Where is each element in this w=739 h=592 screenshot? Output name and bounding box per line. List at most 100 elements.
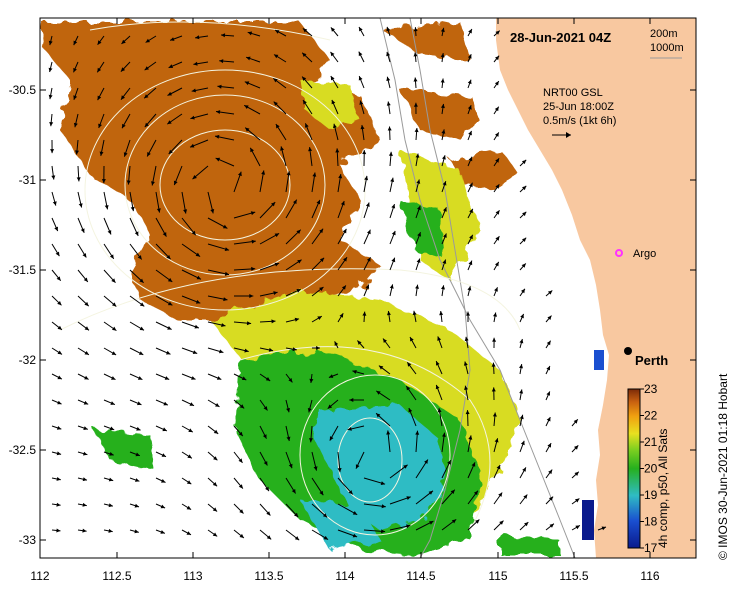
lon-tick-label: 114 <box>335 569 354 583</box>
velocity-arrow-head <box>313 466 318 471</box>
lat-tick-label: -31 <box>19 173 37 187</box>
velocity-arrow-head <box>75 150 79 155</box>
velocity-arrow-head <box>135 478 140 482</box>
velocity-arrow-head <box>547 315 552 320</box>
velocity-arrow-head <box>288 378 293 383</box>
velocity-arrow-head <box>339 313 344 318</box>
velocity-arrow-head <box>183 209 188 214</box>
velocity-arrow-head <box>57 400 62 405</box>
velocity-arrow-head <box>574 445 579 450</box>
velocity-arrow-head <box>99 151 104 156</box>
velocity-arrow-head <box>261 170 266 175</box>
lon-tick-label: 112 <box>30 569 49 583</box>
velocity-arrow-head <box>347 426 352 431</box>
velocity-arrow-head <box>330 76 335 81</box>
velocity-arrow-head <box>464 336 469 342</box>
velocity-arrow-head <box>386 26 391 32</box>
velocity-scale: 0.5m/s (1kt 6h) <box>543 115 616 127</box>
velocity-arrow-head <box>441 129 446 134</box>
velocity-source: NRT00 GSL <box>543 87 603 99</box>
velocity-arrow-head <box>191 88 196 93</box>
velocity-arrow-head <box>84 301 89 307</box>
velocity-arrow-head <box>468 260 473 266</box>
velocity-arrow-head <box>330 51 335 57</box>
velocity-arrow-head <box>73 67 77 73</box>
velocity-arrow-head <box>440 27 445 33</box>
velocity-arrow-head <box>82 528 87 533</box>
velocity-arrow-head <box>601 526 606 531</box>
velocity-arrow-head <box>212 507 218 512</box>
credit-label: © IMOS 30-Jun-2021 01:18 Hobart <box>716 373 730 560</box>
velocity-arrow-head <box>80 228 85 233</box>
velocity-arrow-head <box>139 326 144 331</box>
velocity-arrow-head <box>307 408 312 413</box>
velocity-arrow-head <box>495 210 500 215</box>
velocity-arrow-head <box>352 370 357 374</box>
velocity-arrow-head <box>250 147 254 153</box>
velocity-arrow-head <box>82 477 87 482</box>
sst-warm-region <box>42 22 520 320</box>
velocity-arrow-head <box>109 426 115 431</box>
velocity-arrow-head <box>56 426 62 430</box>
velocity-arrow-head <box>265 377 271 381</box>
velocity-arrow-head <box>574 471 579 476</box>
velocity-arrow-head <box>56 502 61 507</box>
velocity-arrow-head <box>416 258 421 263</box>
argo-marker[interactable] <box>615 249 623 257</box>
velocity-arrow-head <box>546 340 551 346</box>
velocity-arrow-head <box>521 288 525 294</box>
velocity-arrow-head <box>548 496 554 501</box>
velocity-arrow-head <box>162 427 167 432</box>
perth-marker[interactable] <box>624 347 632 355</box>
velocity-arrow-head <box>546 391 550 396</box>
velocity-arrow-head <box>196 275 201 280</box>
velocity-arrow-head <box>48 94 53 100</box>
velocity-arrow-head <box>55 251 60 257</box>
velocity-arrow-head <box>437 336 442 341</box>
velocity-arrow-head <box>238 458 243 463</box>
velocity-arrow-head <box>355 464 360 469</box>
sst-cold-spot <box>594 350 604 370</box>
velocity-arrow-head <box>391 230 396 236</box>
velocity-arrow-head <box>575 525 580 530</box>
velocity-arrow-head <box>519 339 524 344</box>
velocity-arrow-head <box>522 467 526 472</box>
velocity-arrow-head <box>381 504 386 509</box>
velocity-arrow-head <box>359 100 364 105</box>
velocity-arrow-head <box>134 231 139 236</box>
velocity-arrow-head <box>390 177 395 182</box>
velocity-arrow-head <box>302 28 308 33</box>
sst-cool-region <box>300 405 445 550</box>
velocity-arrow-head <box>212 482 218 487</box>
velocity-arrow-head <box>468 130 472 136</box>
velocity-arrow-head <box>82 502 87 507</box>
colorbar-tick-label: 21 <box>644 435 658 449</box>
velocity-arrow-head <box>331 99 336 105</box>
velocity-arrow-head <box>387 311 391 316</box>
colorbar-tick-label: 18 <box>644 515 658 529</box>
velocity-arrow-head <box>494 81 499 86</box>
velocity-arrow-head <box>195 35 200 40</box>
velocity-arrow-head <box>440 53 445 58</box>
velocity-arrow-head <box>144 122 149 128</box>
colorbar <box>627 388 641 549</box>
velocity-arrow-head <box>51 175 56 180</box>
velocity-arrow-head <box>186 480 192 485</box>
velocity-arrow-head <box>440 103 445 109</box>
velocity-arrow-head <box>386 76 391 81</box>
velocity-arrow-head <box>73 40 78 46</box>
velocity-arrow-head <box>376 390 381 395</box>
velocity-arrow-head <box>493 312 497 317</box>
argo-label: Argo <box>633 248 656 260</box>
velocity-arrow-head <box>274 54 279 59</box>
velocity-arrow-head <box>495 55 500 61</box>
velocity-arrow-head <box>357 340 362 345</box>
velocity-arrow-head <box>246 56 251 61</box>
velocity-arrow-head <box>274 233 280 238</box>
perth-label: Perth <box>635 353 668 368</box>
velocity-arrow-head <box>292 347 297 352</box>
velocity-arrow-head <box>147 152 151 157</box>
velocity-arrow-head <box>219 59 224 64</box>
velocity-arrow-head <box>170 37 175 41</box>
velocity-arrow-head <box>406 386 411 391</box>
